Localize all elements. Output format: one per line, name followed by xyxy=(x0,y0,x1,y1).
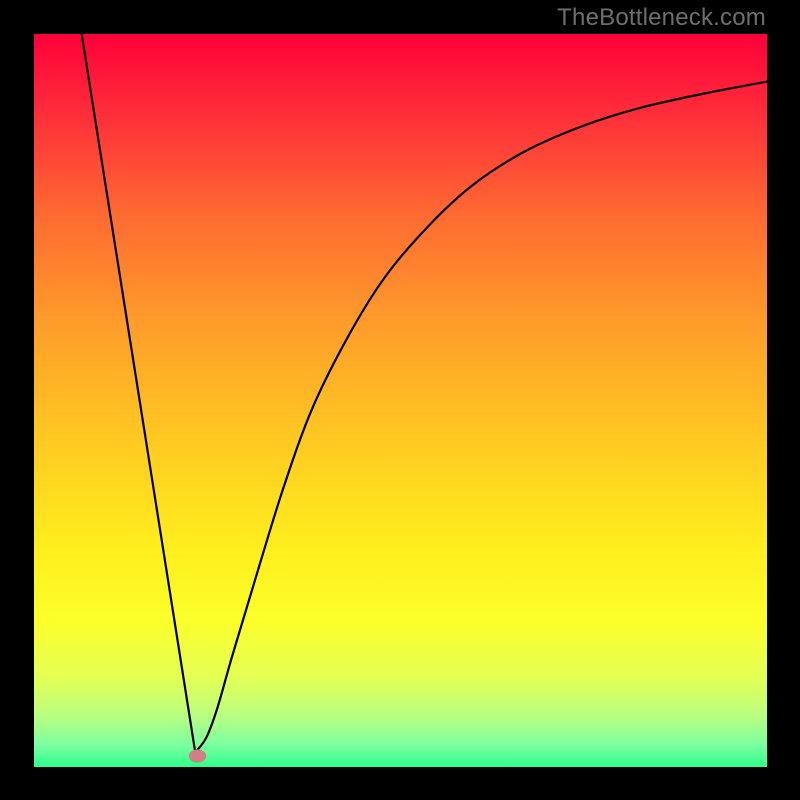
chart-container: { "watermark": { "text": "TheBottleneck.… xyxy=(0,0,800,800)
watermark-text: TheBottleneck.com xyxy=(557,4,766,32)
chart-svg xyxy=(0,0,800,800)
plot-background xyxy=(34,34,767,767)
optimal-point-marker xyxy=(189,749,207,762)
